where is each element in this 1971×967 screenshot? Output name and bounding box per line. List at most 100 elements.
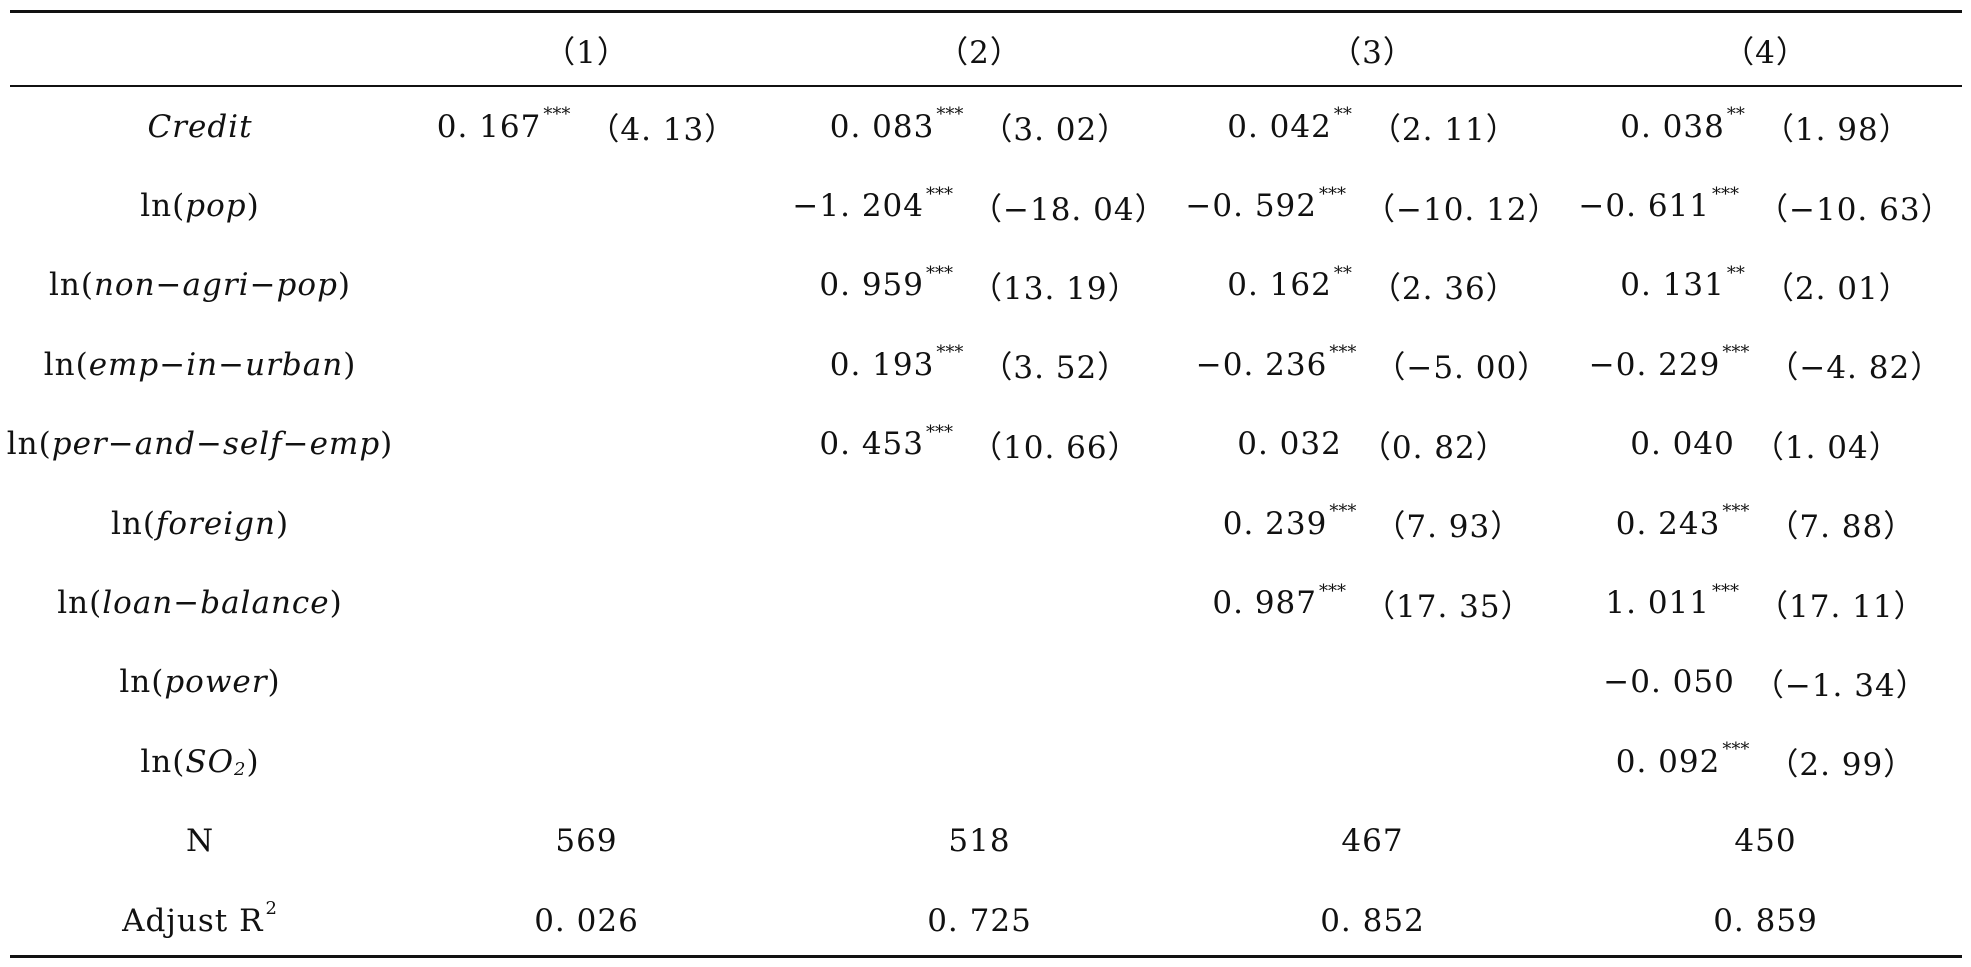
coefficient: 0. 162 <box>1227 267 1332 304</box>
estimate-cell: 0. 959 *** （13. 19） <box>783 263 1176 308</box>
estimate-cell: −0. 611 *** （−10. 63） <box>1569 184 1962 229</box>
label-prefix: ln( <box>43 346 89 383</box>
t-statistic: （1. 04） <box>1752 429 1901 466</box>
label-prefix: ln( <box>110 505 156 542</box>
coefficient: −0. 236 <box>1195 346 1328 383</box>
variable-label: ln(foreign) <box>10 506 390 542</box>
coefficient: 0. 167 <box>436 108 542 145</box>
estimate-cell: 0. 038 ** （1. 98） <box>1569 104 1962 149</box>
t-statistic: （−10. 12） <box>1364 191 1560 228</box>
t-statistic: （7. 88） <box>1767 509 1916 546</box>
coefficient: −0. 611 <box>1578 188 1710 225</box>
header-col-3: （3） <box>1330 34 1415 71</box>
significance-stars: *** <box>926 421 953 443</box>
t-statistic: （−1. 34） <box>1752 667 1928 704</box>
coefficient: 0. 453 <box>819 426 924 463</box>
label-suffix: ) <box>337 267 352 304</box>
table-row: ln(emp−in−urban) 0. 193 *** （3. 52） −0. 236 *… <box>10 325 1962 404</box>
significance-stars: *** <box>1722 342 1750 364</box>
observations-row: N 569 518 467 450 <box>10 802 1962 881</box>
variable-name: loan−balance <box>102 585 330 622</box>
t-statistic: （4. 13） <box>588 112 737 149</box>
observations-value: 467 <box>1341 823 1404 860</box>
significance-stars: *** <box>926 262 953 284</box>
header-rule <box>10 85 1962 87</box>
label-suffix: ) <box>267 664 281 701</box>
bottom-rule <box>10 955 1962 958</box>
estimate-cell: 0. 042 ** （2. 11） <box>1176 104 1569 149</box>
estimate-cell: −0. 050 （−1. 34） <box>1569 660 1962 705</box>
t-statistic: （−5. 00） <box>1374 350 1550 387</box>
r-squared-value: 0. 859 <box>1713 902 1818 939</box>
coefficient: 0. 042 <box>1227 108 1332 145</box>
coefficient: 0. 959 <box>819 267 924 304</box>
estimate-cell: 0. 083 *** （3. 02） <box>783 104 1176 149</box>
label-suffix: ) <box>246 743 260 780</box>
variable-name: foreign <box>155 505 276 542</box>
coefficient: −0. 229 <box>1588 346 1721 383</box>
coefficient: 0. 239 <box>1222 505 1328 542</box>
variable-name: power <box>164 664 268 701</box>
estimate-cell: 0. 162 ** （2. 36） <box>1176 263 1569 308</box>
variable-label: ln(power) <box>10 664 390 700</box>
t-statistic: （−10. 63） <box>1757 191 1953 228</box>
label-prefix: ln( <box>119 664 165 701</box>
header-col-1: （1） <box>544 34 629 71</box>
table-row: ln(foreign) 0. 239 *** （7. 93） 0. 243 *** （7. … <box>10 484 1962 563</box>
t-statistic: （2. 11） <box>1369 112 1518 149</box>
t-statistic: （10. 66） <box>971 429 1140 466</box>
estimate-cell: 0. 243 *** （7. 88） <box>1569 501 1962 546</box>
variable-label: ln(SO 2) <box>10 743 390 781</box>
significance-stars: *** <box>936 342 964 364</box>
table-row: ln(pop) −1. 204 *** （−18. 04） −0. 592 *** （−10… <box>10 166 1962 245</box>
estimate-cell: 0. 167 *** （4. 13） <box>390 104 783 149</box>
estimate-cell: −0. 229 *** （−4. 82） <box>1569 342 1962 387</box>
significance-stars: *** <box>1319 580 1346 602</box>
variable-name: pop <box>185 188 247 225</box>
estimate-cell: −1. 204 *** （−18. 04） <box>783 184 1176 229</box>
label-prefix: ln( <box>140 743 186 780</box>
t-statistic: （2. 01） <box>1762 270 1911 307</box>
significance-stars: *** <box>1722 501 1750 523</box>
coefficient: 0. 131 <box>1620 267 1725 304</box>
estimate-cell: 0. 092 *** （2. 99） <box>1569 739 1962 784</box>
significance-stars: *** <box>1712 183 1739 205</box>
variable-label: Credit <box>10 109 390 145</box>
estimate-cell: 0. 987 *** （17. 35） <box>1176 581 1569 626</box>
estimate-cell: 0. 453 *** （10. 66） <box>783 422 1176 467</box>
significance-stars: *** <box>1722 739 1750 761</box>
significance-stars: *** <box>1329 501 1357 523</box>
r-squared-value: 0. 852 <box>1320 902 1425 939</box>
table-body: Credit 0. 167 *** （4. 13） 0. 083 *** （3. 02） 0.… <box>7 87 1962 960</box>
table-row: ln(per−and−self−emp) 0. 453 *** （10. 66） 0. … <box>7 405 1962 484</box>
observations-value: 569 <box>555 823 618 860</box>
top-rule <box>10 10 1962 13</box>
t-statistic: （17. 11） <box>1757 588 1926 625</box>
t-statistic: （2. 36） <box>1369 270 1518 307</box>
estimate-cell: −0. 592 *** （−10. 12） <box>1176 184 1569 229</box>
t-statistic: （0. 82） <box>1359 429 1508 466</box>
coefficient: 0. 092 <box>1615 743 1721 780</box>
t-statistic: （3. 52） <box>981 350 1130 387</box>
significance-stars: ** <box>1726 262 1745 284</box>
observations-value: 450 <box>1734 823 1797 860</box>
t-statistic: （13. 19） <box>971 270 1140 307</box>
coefficient: 1. 011 <box>1605 585 1710 622</box>
variable-label: ln(pop) <box>10 188 390 224</box>
t-statistic: （7. 93） <box>1374 509 1523 546</box>
t-statistic: （1. 98） <box>1762 112 1911 149</box>
label-prefix: ln( <box>140 188 186 225</box>
label-suffix: ) <box>275 505 290 542</box>
variable-name: SO <box>185 743 235 780</box>
variable-name: non−agri−pop <box>93 267 338 304</box>
variable-name: emp−in−urban <box>88 346 344 383</box>
t-statistic: （3. 02） <box>981 112 1130 149</box>
label-suffix: ) <box>246 188 260 225</box>
significance-stars: *** <box>1712 580 1739 602</box>
label-prefix: ln( <box>48 267 94 304</box>
label-suffix: ) <box>343 346 357 383</box>
coefficient: −0. 592 <box>1185 188 1317 225</box>
significance-stars: ** <box>1726 104 1745 126</box>
coefficient: −1. 204 <box>792 188 924 225</box>
coefficient: 0. 243 <box>1615 505 1721 542</box>
